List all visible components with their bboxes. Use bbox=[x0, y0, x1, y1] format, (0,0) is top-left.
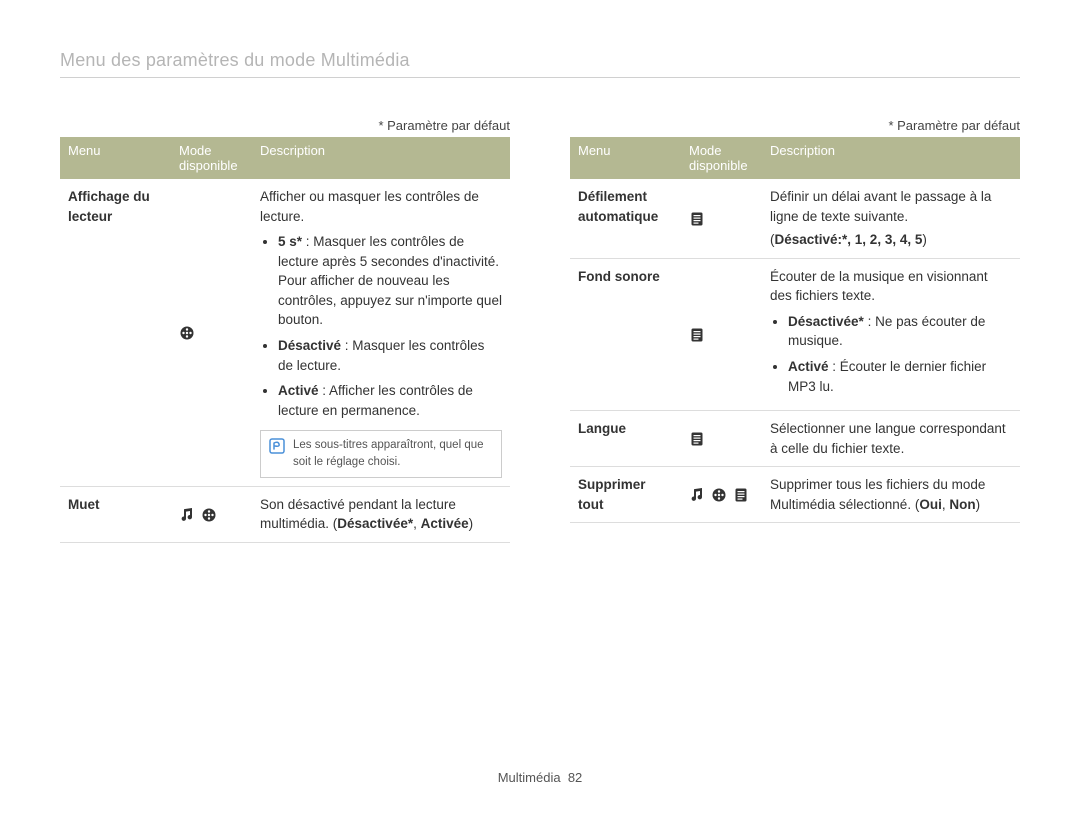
menu-name: Langue bbox=[570, 411, 681, 467]
settings-table-right: Menu Mode disponible Description Défilem… bbox=[570, 137, 1020, 523]
col-mode: Mode disponible bbox=[171, 137, 252, 179]
menu-name: Affichage du lecteur bbox=[60, 179, 171, 486]
note-box: Les sous-titres apparaîtront, quel que s… bbox=[260, 430, 502, 477]
left-column: * Paramètre par défaut Menu Mode disponi… bbox=[60, 118, 510, 543]
menu-name: Défilement automatique bbox=[570, 179, 681, 258]
text-icon bbox=[689, 431, 705, 447]
col-description: Description bbox=[762, 137, 1020, 179]
mode-cell bbox=[171, 179, 252, 486]
table-row: Fond sonore Écouter de la musique en vis… bbox=[570, 258, 1020, 410]
text-icon bbox=[689, 327, 705, 343]
text-icon bbox=[733, 487, 749, 503]
description-cell: Supprimer tous les fichiers du mode Mult… bbox=[762, 467, 1020, 523]
right-column: * Paramètre par défaut Menu Mode disponi… bbox=[570, 118, 1020, 543]
table-row: Langue Sélectionner une langue correspon… bbox=[570, 411, 1020, 467]
list-item: Activé : Écouter le dernier fichier MP3 … bbox=[788, 357, 1012, 396]
list-item: Désactivée* : Ne pas écouter de musique. bbox=[788, 312, 1012, 351]
mode-cell bbox=[171, 486, 252, 542]
music-icon bbox=[689, 487, 705, 503]
col-mode: Mode disponible bbox=[681, 137, 762, 179]
table-row: Défilement automatique Définir un délai … bbox=[570, 179, 1020, 258]
note-text: Les sous-titres apparaîtront, quel que s… bbox=[293, 437, 493, 470]
menu-name: Fond sonore bbox=[570, 258, 681, 410]
col-menu: Menu bbox=[60, 137, 171, 179]
video-icon bbox=[711, 487, 727, 503]
mode-cell bbox=[681, 467, 762, 523]
menu-name: Muet bbox=[60, 486, 171, 542]
default-note: * Paramètre par défaut bbox=[570, 118, 1020, 133]
page-footer: Multimédia 82 bbox=[0, 770, 1080, 785]
page-title: Menu des paramètres du mode Multimédia bbox=[60, 50, 1020, 78]
video-icon bbox=[201, 507, 217, 523]
list-item: 5 s* : Masquer les contrôles de lecture … bbox=[278, 232, 502, 330]
table-row: Supprimer tout Supprimer tous les fichie… bbox=[570, 467, 1020, 523]
mode-cell bbox=[681, 411, 762, 467]
settings-table-left: Menu Mode disponible Description Afficha… bbox=[60, 137, 510, 543]
list-item: Activé : Afficher les contrôles de lectu… bbox=[278, 381, 502, 420]
desc-intro: Afficher ou masquer les contrôles de lec… bbox=[260, 187, 502, 226]
table-row: Affichage du lecteur Afficher ou masquer… bbox=[60, 179, 510, 486]
note-icon bbox=[269, 438, 285, 454]
col-description: Description bbox=[252, 137, 510, 179]
col-menu: Menu bbox=[570, 137, 681, 179]
mode-cell bbox=[681, 258, 762, 410]
mode-cell bbox=[681, 179, 762, 258]
music-icon bbox=[179, 507, 195, 523]
description-cell: Définir un délai avant le passage à la l… bbox=[762, 179, 1020, 258]
list-item: Désactivé : Masquer les contrôles de lec… bbox=[278, 336, 502, 375]
menu-name: Supprimer tout bbox=[570, 467, 681, 523]
description-cell: Afficher ou masquer les contrôles de lec… bbox=[252, 179, 510, 486]
description-cell: Sélectionner une langue correspondant à … bbox=[762, 411, 1020, 467]
table-row: Muet Son désactivé pendant la lecture mu… bbox=[60, 486, 510, 542]
default-note: * Paramètre par défaut bbox=[60, 118, 510, 133]
description-cell: Son désactivé pendant la lecture multimé… bbox=[252, 486, 510, 542]
text-icon bbox=[689, 211, 705, 227]
description-cell: Écouter de la musique en visionnant des … bbox=[762, 258, 1020, 410]
video-icon bbox=[179, 325, 195, 341]
